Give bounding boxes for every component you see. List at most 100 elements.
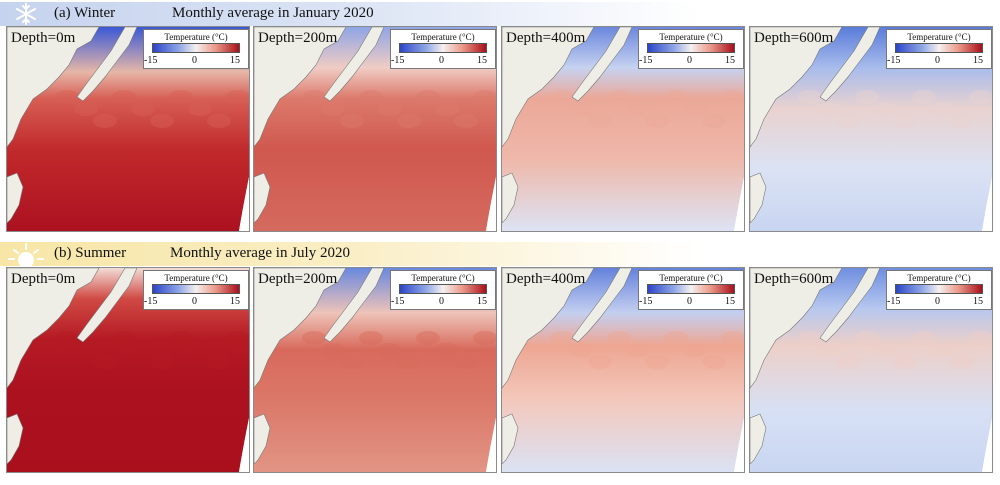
colorbar — [152, 284, 240, 294]
colorbar — [895, 284, 983, 294]
southern-islands — [254, 413, 271, 465]
island-arc — [76, 27, 138, 102]
depth-label: Depth=600m — [754, 30, 834, 46]
legend-tick-max: 15 — [725, 296, 735, 307]
summer-panel-2: Depth=400m Temperature (°C) -15 0 15 — [501, 267, 745, 473]
temperature-map — [7, 27, 249, 231]
island-arc — [323, 27, 385, 102]
temperature-map — [502, 27, 744, 231]
section-subtitle: Monthly average in July 2020 — [170, 245, 350, 261]
depth-label: Depth=0m — [11, 30, 76, 46]
mainland-landmass — [254, 268, 347, 389]
colorbar — [399, 43, 487, 53]
legend-title: Temperature (°C) — [659, 273, 723, 283]
summer-panel-0: Depth=0m Temperature (°C) -15 0 15 — [6, 267, 250, 473]
legend-tick-max: 15 — [230, 55, 240, 66]
depth-label: Depth=200m — [258, 30, 338, 46]
map-edge — [239, 418, 249, 472]
southern-islands — [750, 413, 767, 465]
colorbar — [647, 284, 735, 294]
depth-label: Depth=600m — [754, 271, 834, 287]
winter-panel-1: Depth=200m Temperature (°C) -15 0 15 — [253, 26, 497, 232]
ocean-area — [7, 268, 249, 472]
ocean-area — [7, 27, 249, 231]
legend-tick-max: 15 — [230, 296, 240, 307]
legend-tick-mid: 0 — [687, 296, 692, 307]
southern-islands — [254, 172, 271, 224]
island-arc — [819, 268, 881, 343]
legend-title: Temperature (°C) — [164, 273, 228, 283]
colorbar — [895, 43, 983, 53]
ocean-area — [254, 268, 496, 472]
legend-title: Temperature (°C) — [411, 273, 475, 283]
southern-islands — [502, 413, 519, 465]
legend-title: Temperature (°C) — [164, 32, 228, 42]
legend-tick-max: 15 — [725, 55, 735, 66]
depth-label: Depth=400m — [506, 30, 586, 46]
depth-label: Depth=200m — [258, 271, 338, 287]
mainland-landmass — [750, 268, 843, 389]
southern-islands — [7, 172, 24, 224]
sun-icon — [8, 243, 44, 266]
ocean-area — [502, 27, 744, 231]
temperature-map — [254, 268, 496, 472]
colorbar-legend: Temperature (°C) -15 0 15 — [638, 29, 744, 69]
colorbar — [152, 43, 240, 53]
legend-tick-mid: 0 — [439, 296, 444, 307]
island-arc — [571, 27, 633, 102]
map-edge — [982, 177, 992, 231]
depth-label: Depth=400m — [506, 271, 586, 287]
legend-tick-max: 15 — [973, 55, 983, 66]
winter-panel-0: Depth=0m Temperature (°C) -15 0 15 — [6, 26, 250, 232]
legend-title: Temperature (°C) — [659, 32, 723, 42]
colorbar-legend: Temperature (°C) -15 0 15 — [390, 270, 496, 310]
winter-panel-3: Depth=600m Temperature (°C) -15 0 15 — [749, 26, 993, 232]
map-edge — [734, 177, 744, 231]
island-arc — [76, 268, 138, 343]
island-arc — [571, 268, 633, 343]
legend-tick-mid: 0 — [935, 55, 940, 66]
summer-banner: (b) Summer Monthly average in July 2020 — [0, 242, 1000, 266]
legend-tick-min: -15 — [391, 55, 405, 66]
legend-title: Temperature (°C) — [907, 32, 971, 42]
mainland-landmass — [502, 27, 595, 148]
legend-title: Temperature (°C) — [411, 32, 475, 42]
legend-tick-min: -15 — [391, 296, 405, 307]
colorbar-legend: Temperature (°C) -15 0 15 — [143, 270, 249, 310]
section-subtitle: Monthly average in January 2020 — [172, 5, 374, 21]
ocean-area — [750, 27, 992, 231]
ocean-area — [254, 27, 496, 231]
map-edge — [486, 177, 496, 231]
legend-tick-max: 15 — [973, 296, 983, 307]
legend-tick-min: -15 — [144, 296, 158, 307]
summer-panel-1: Depth=200m Temperature (°C) -15 0 15 — [253, 267, 497, 473]
legend-tick-min: -15 — [639, 296, 653, 307]
colorbar-legend: Temperature (°C) -15 0 15 — [143, 29, 249, 69]
depth-label: Depth=0m — [11, 271, 76, 287]
legend-tick-mid: 0 — [439, 55, 444, 66]
colorbar — [647, 43, 735, 53]
southern-islands — [750, 172, 767, 224]
map-edge — [734, 418, 744, 472]
legend-title: Temperature (°C) — [907, 273, 971, 283]
mainland-landmass — [7, 268, 100, 389]
legend-tick-max: 15 — [477, 296, 487, 307]
winter-banner: (a) Winter Monthly average in January 20… — [0, 2, 1000, 26]
legend-tick-mid: 0 — [192, 296, 197, 307]
legend-tick-min: -15 — [639, 55, 653, 66]
colorbar-legend: Temperature (°C) -15 0 15 — [886, 29, 992, 69]
legend-tick-min: -15 — [887, 55, 901, 66]
map-edge — [486, 418, 496, 472]
legend-tick-mid: 0 — [935, 296, 940, 307]
southern-islands — [7, 413, 24, 465]
ocean-area — [750, 268, 992, 472]
southern-islands — [502, 172, 519, 224]
temperature-map — [7, 268, 249, 472]
mainland-landmass — [502, 268, 595, 389]
colorbar-legend: Temperature (°C) -15 0 15 — [390, 29, 496, 69]
winter-panel-2: Depth=400m Temperature (°C) -15 0 15 — [501, 26, 745, 232]
legend-tick-min: -15 — [887, 296, 901, 307]
colorbar-legend: Temperature (°C) -15 0 15 — [886, 270, 992, 310]
ocean-area — [502, 268, 744, 472]
legend-tick-min: -15 — [144, 55, 158, 66]
